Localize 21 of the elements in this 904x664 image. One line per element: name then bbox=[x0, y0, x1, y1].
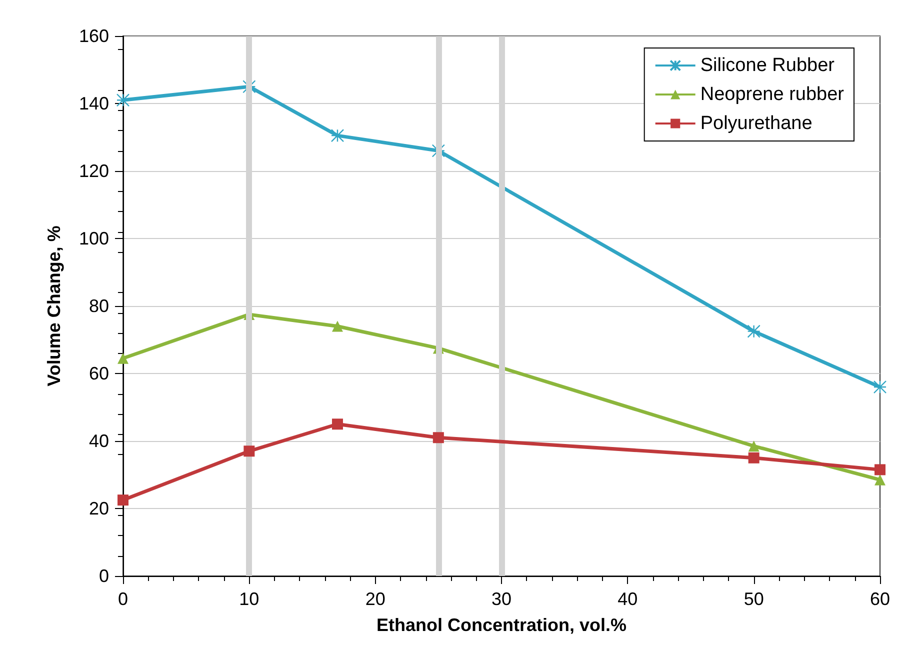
legend-label: Polyurethane bbox=[700, 113, 812, 134]
x-tick-label: 10 bbox=[239, 589, 260, 609]
y-tick-label: 160 bbox=[78, 26, 109, 46]
y-tick-label: 60 bbox=[88, 364, 109, 384]
legend-label: Silicone Rubber bbox=[700, 55, 836, 76]
y-tick-label: 120 bbox=[78, 161, 109, 181]
x-tick-label: 50 bbox=[744, 589, 764, 609]
x-tick-label: 40 bbox=[618, 589, 638, 609]
y-tick-label: 40 bbox=[88, 431, 109, 451]
x-axis-title: Ethanol Concentration, vol.% bbox=[376, 615, 627, 635]
y-tick-label: 140 bbox=[78, 94, 109, 114]
y-tick-label: 20 bbox=[88, 498, 109, 518]
y-axis-title: Volume Change, % bbox=[44, 226, 64, 386]
x-tick-label: 0 bbox=[118, 589, 128, 609]
x-tick-label: 20 bbox=[365, 589, 386, 609]
x-tick-label: 30 bbox=[491, 589, 512, 609]
x-tick-label: 60 bbox=[870, 589, 890, 609]
y-tick-label: 100 bbox=[78, 228, 109, 248]
legend-label: Neoprene rubber bbox=[700, 84, 845, 105]
y-tick-label: 80 bbox=[88, 296, 109, 316]
y-tick-label: 0 bbox=[98, 566, 109, 586]
